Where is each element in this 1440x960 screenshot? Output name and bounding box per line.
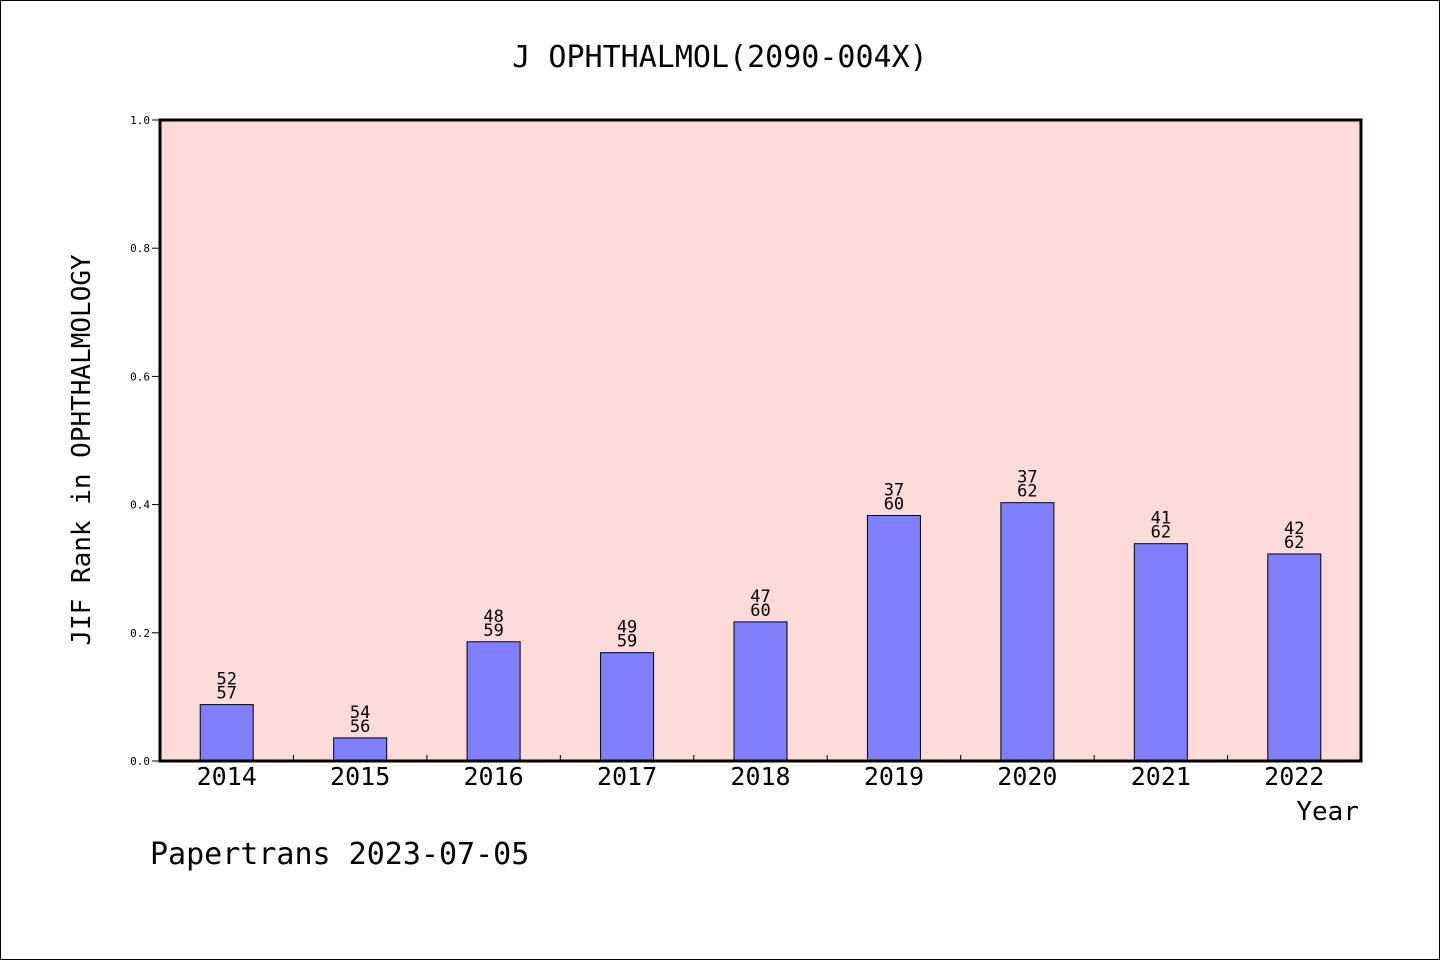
bar-2020 bbox=[1000, 502, 1055, 762]
bar-rank-label: 49 bbox=[617, 618, 637, 638]
y-axis: 0.0 0.2 0.4 0.6 0.8 1.0 bbox=[130, 114, 160, 768]
x-tick-label: 2022 bbox=[1264, 762, 1324, 791]
y-tick-label: 0.4 bbox=[130, 499, 150, 512]
plot-border bbox=[158, 118, 1363, 763]
bar-total-label: 60 bbox=[884, 494, 904, 514]
bar-rank-label: 47 bbox=[750, 587, 770, 607]
bar-rank-label: 54 bbox=[350, 703, 370, 723]
bar-total-label: 62 bbox=[1151, 523, 1171, 543]
bar-rank-label: 37 bbox=[884, 480, 904, 500]
footer-text: Papertrans 2023-07-05 bbox=[150, 837, 529, 872]
y-tick-label: 0.6 bbox=[130, 370, 150, 383]
x-axis-label: Year bbox=[1296, 797, 1359, 827]
bar-rank-label: 48 bbox=[483, 607, 503, 627]
x-tick-label: 2020 bbox=[997, 762, 1057, 791]
bar-group bbox=[199, 502, 1322, 762]
bar-2016 bbox=[466, 641, 521, 762]
bar-rank-label: 41 bbox=[1151, 509, 1171, 529]
bar-total-label: 59 bbox=[483, 621, 503, 641]
x-tick-label: 2019 bbox=[864, 762, 924, 791]
bar-2021 bbox=[1133, 543, 1188, 762]
chart-title: J OPHTHALMOL(2090-004X) bbox=[512, 40, 927, 75]
bar-total-label: 62 bbox=[1284, 533, 1304, 553]
bar-2015 bbox=[333, 737, 388, 762]
bar-total-label: 60 bbox=[750, 601, 770, 621]
bar-2014 bbox=[199, 704, 254, 762]
x-tick-label: 2014 bbox=[197, 762, 257, 791]
bar-2017 bbox=[600, 652, 655, 762]
bar-total-label: 59 bbox=[617, 632, 637, 652]
bar-rank-label: 42 bbox=[1284, 519, 1304, 539]
bar-rank-label: 52 bbox=[216, 670, 236, 690]
x-tick-label: 2018 bbox=[730, 762, 790, 791]
y-tick-label: 0.0 bbox=[130, 755, 150, 768]
y-tick-label: 1.0 bbox=[130, 114, 150, 127]
bar-2018 bbox=[733, 621, 788, 762]
bar-rank-label: 37 bbox=[1017, 468, 1037, 488]
y-tick-label: 0.8 bbox=[130, 242, 150, 255]
bar-2019 bbox=[866, 514, 921, 762]
bar-total-label: 56 bbox=[350, 717, 370, 737]
x-tick-label: 2017 bbox=[597, 762, 657, 791]
x-tick-label: 2016 bbox=[464, 762, 524, 791]
bar-2022 bbox=[1267, 553, 1322, 762]
x-tick-label: 2015 bbox=[330, 762, 390, 791]
x-axis: 2014 2015 2016 2017 2018 2019 2020 2021 2022 bbox=[197, 755, 1324, 791]
y-tick-label: 0.2 bbox=[130, 627, 150, 640]
x-tick-label: 2021 bbox=[1131, 762, 1191, 791]
bar-total-label: 57 bbox=[216, 684, 236, 704]
bar-total-label: 62 bbox=[1017, 482, 1037, 502]
y-axis-label: JIF Rank in OPHTHALMOLOGY bbox=[67, 254, 97, 646]
